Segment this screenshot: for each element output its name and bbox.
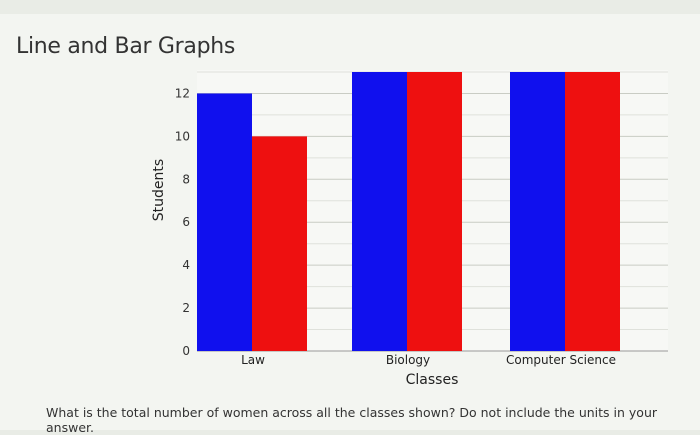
bar-computer-science-blue	[510, 72, 565, 351]
bar-law-red	[252, 136, 307, 351]
x-tick-labels: Law Biology Computer Science	[241, 353, 616, 367]
y-tick-label: 10	[175, 129, 190, 143]
chart-bars	[197, 72, 620, 351]
x-tick-label: Biology	[386, 353, 430, 367]
bar-computer-science-red	[565, 72, 620, 351]
y-tick-label: 2	[182, 301, 190, 315]
bar-biology-red	[407, 72, 462, 351]
y-tick-label: 4	[182, 258, 190, 272]
y-tick-label: 0	[182, 344, 190, 358]
bar-law-blue	[197, 93, 252, 351]
y-tick-label: 12	[175, 86, 190, 100]
y-axis-label: Students	[151, 159, 167, 221]
x-tick-label: Computer Science	[506, 353, 616, 367]
question-text: What is the total number of women across…	[46, 405, 658, 435]
x-axis-label: Classes	[406, 372, 459, 388]
page-title: Line and Bar Graphs	[16, 34, 236, 59]
y-tick-labels: 0 2 4 6 8 10 12	[175, 86, 190, 358]
x-tick-label: Law	[241, 353, 265, 367]
y-tick-label: 6	[182, 215, 190, 229]
y-tick-label: 8	[182, 172, 190, 186]
bar-biology-blue	[352, 72, 407, 351]
bar-chart: 0 2 4 6 8 10 12 Law Biology Computer Science Stu…	[151, 70, 668, 388]
